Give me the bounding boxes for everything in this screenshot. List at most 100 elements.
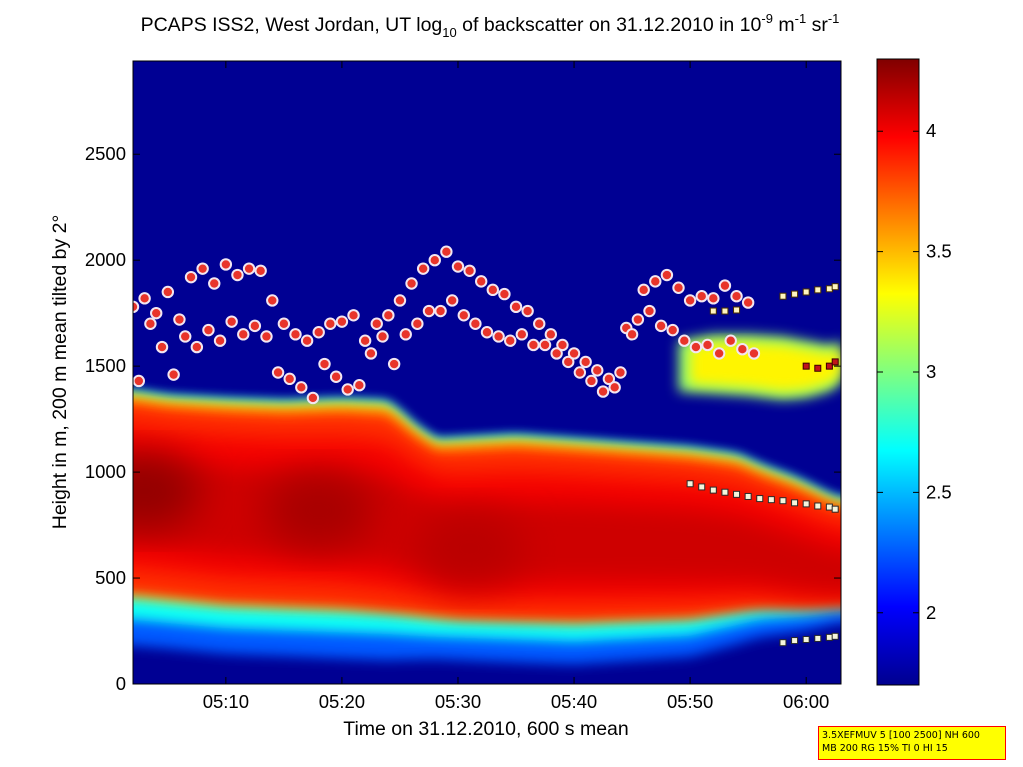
- upper-layer-marker: [341, 383, 354, 396]
- upper-layer-marker: [643, 304, 656, 318]
- upper-layer-marker: [225, 315, 238, 328]
- title-mid3: sr: [806, 14, 828, 36]
- upper-layer-marker: [370, 317, 383, 330]
- surface-marker: [814, 634, 822, 642]
- title-mid2: m: [773, 14, 795, 36]
- lower-base-marker: [744, 492, 752, 500]
- lower-base-marker: [802, 500, 810, 508]
- elevated-base-marker: [802, 362, 810, 370]
- upper-layer-marker: [196, 262, 209, 275]
- upper-layer-marker: [515, 328, 529, 341]
- upper-layer-marker: [654, 319, 668, 333]
- lower-base-marker: [831, 505, 839, 513]
- elevated-top-marker: [814, 286, 822, 294]
- aerosol-core-1: [133, 453, 200, 530]
- upper-layer-marker: [451, 260, 465, 273]
- upper-layer-marker: [474, 275, 488, 288]
- upper-layer-marker: [242, 262, 256, 275]
- upper-layer-marker: [521, 304, 534, 318]
- x-axis-label: Time on 31.12.2010, 600 s mean: [343, 718, 628, 740]
- upper-layer-marker: [399, 328, 412, 341]
- upper-layer-marker: [718, 279, 732, 292]
- upper-layer-marker: [701, 338, 714, 352]
- upper-layer-marker: [376, 330, 389, 343]
- upper-layer-marker: [724, 334, 737, 347]
- upper-layer-marker: [504, 334, 517, 347]
- upper-layer-marker: [364, 347, 378, 360]
- upper-layer-marker: [445, 294, 459, 307]
- layer-markers: [133, 245, 839, 647]
- upper-layer-marker: [271, 366, 285, 379]
- upper-layer-marker: [463, 264, 476, 277]
- upper-layer-marker: [736, 342, 749, 356]
- upper-layer-marker: [585, 374, 598, 388]
- upper-layer-marker: [625, 328, 639, 341]
- upper-layer-marker: [393, 294, 407, 307]
- elevated-top-marker: [791, 290, 799, 298]
- info-line-2: MB 200 RG 15% TI 0 HI 15: [822, 743, 948, 754]
- x-tick-label: 05:10: [203, 691, 249, 712]
- upper-layer-marker: [208, 277, 221, 290]
- y-tick-label: 500: [95, 567, 126, 588]
- upper-layer-marker: [480, 326, 494, 339]
- colorbar-tick-label: 2.5: [926, 481, 952, 502]
- plot-frame: [132, 60, 842, 685]
- upper-layer-marker: [150, 306, 163, 320]
- colorbar-tick-label: 2: [926, 602, 936, 623]
- colorbar-gradient: [877, 59, 919, 685]
- colorbar-tick-label: 4: [926, 120, 936, 141]
- colorbar-tick-label: 3.5: [926, 241, 952, 262]
- upper-layer-marker: [567, 347, 581, 360]
- colorbar-tick-label: 3: [926, 361, 936, 382]
- upper-layer-marker: [138, 292, 151, 305]
- upper-layer-marker: [672, 281, 685, 294]
- y-tick-label: 2000: [85, 249, 126, 270]
- upper-layer-marker: [422, 304, 436, 318]
- upper-layer-marker: [695, 290, 708, 303]
- x-tick-label: 06:00: [783, 691, 829, 712]
- lower-base-marker: [721, 488, 729, 496]
- elevated-top-marker: [802, 288, 810, 296]
- upper-layer-marker: [254, 264, 267, 277]
- elevated-base-marker: [814, 364, 822, 372]
- x-tick-label: 05:50: [667, 691, 713, 712]
- upper-layer-marker: [306, 391, 320, 405]
- upper-layer-marker: [335, 315, 349, 328]
- upper-layer-marker: [649, 275, 662, 288]
- upper-layer-marker: [318, 357, 331, 371]
- upper-layer-marker: [562, 355, 575, 369]
- upper-layer-marker: [277, 317, 291, 330]
- upper-layer-marker: [237, 328, 250, 341]
- upper-layer-marker: [707, 292, 720, 305]
- surface-marker: [791, 637, 799, 645]
- y-tick-label: 0: [116, 673, 126, 694]
- aerosol-core-2: [263, 472, 374, 549]
- upper-layer-marker: [202, 323, 215, 337]
- title-base: PCAPS ISS2, West Jordan, UT log: [141, 14, 443, 36]
- y-axis: 0 500 1000 1500 2000 2500: [85, 143, 841, 694]
- upper-layer-marker: [591, 364, 604, 377]
- elevated-base-marker: [825, 362, 833, 370]
- lower-base-marker: [825, 503, 833, 511]
- upper-layer-marker: [405, 277, 418, 290]
- heatmap-plot: [133, 61, 841, 684]
- upper-layer-marker: [248, 319, 262, 333]
- upper-layer-marker: [550, 347, 563, 360]
- elevated-top-marker: [709, 307, 717, 315]
- elevated-layer-inner: [690, 342, 841, 392]
- upper-layer-marker: [179, 330, 192, 343]
- upper-layer-marker: [411, 317, 424, 330]
- upper-layer-marker: [509, 300, 523, 314]
- upper-layer-marker: [573, 366, 587, 379]
- chart-title: PCAPS ISS2, West Jordan, UT log10 of bac…: [141, 11, 840, 40]
- info-line-1: 3.5XEFMUV 5 [100 2500] NH 600: [822, 730, 980, 741]
- upper-layer-marker: [712, 347, 726, 360]
- y-axis-label: Height in m, 200 m mean tilted by 2°: [49, 215, 71, 530]
- upper-layer-marker: [387, 357, 401, 371]
- lower-base-marker: [767, 496, 775, 504]
- lower-base-marker: [709, 486, 717, 494]
- upper-layer-marker: [579, 355, 592, 369]
- upper-layer-marker: [173, 313, 186, 326]
- upper-layer-marker: [213, 334, 227, 347]
- upper-layer-marker: [347, 309, 360, 322]
